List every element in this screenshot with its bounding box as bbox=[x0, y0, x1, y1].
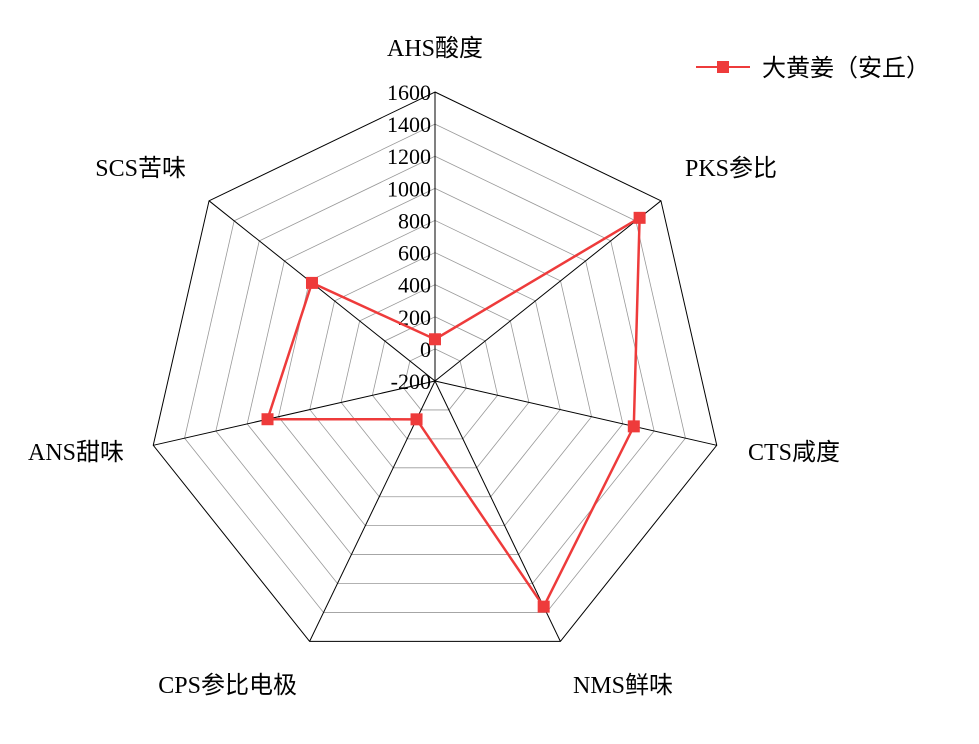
grid-ring bbox=[184, 123, 686, 613]
grid-ring bbox=[340, 284, 530, 469]
series-line bbox=[265, 215, 641, 610]
grid-ring bbox=[215, 155, 655, 584]
data-point bbox=[537, 600, 550, 613]
data-point bbox=[305, 276, 318, 289]
legend[interactable]: 大黄姜（安丘） bbox=[696, 55, 930, 82]
axis-label: SCS苦味 bbox=[95, 155, 186, 182]
tick-label: 1000 bbox=[387, 176, 431, 201]
tick-label: 800 bbox=[398, 208, 431, 233]
axis-spoke bbox=[208, 200, 436, 382]
axis-label: CPS参比电极 bbox=[158, 672, 297, 699]
data-point bbox=[261, 413, 274, 426]
axis-spoke bbox=[434, 380, 561, 642]
axis-label: AHS酸度 bbox=[387, 35, 483, 62]
legend-marker bbox=[717, 61, 729, 73]
tick-label: 1400 bbox=[387, 112, 431, 137]
tick-label: 600 bbox=[398, 241, 431, 266]
tick-label: 0 bbox=[420, 337, 431, 362]
axis-spoke bbox=[153, 380, 436, 446]
radar-spokes bbox=[153, 92, 717, 642]
data-point bbox=[429, 333, 441, 346]
data-point bbox=[410, 413, 423, 426]
data-point bbox=[627, 420, 640, 433]
axis-label: NMS鲜味 bbox=[573, 672, 673, 699]
data-point bbox=[633, 211, 646, 224]
axis-labels: AHS酸度 PKS参比 CTS咸度 NMS鲜味 CPS参比电极 ANS甜味 SCS苦味 bbox=[28, 35, 840, 699]
axis-spoke bbox=[434, 380, 717, 446]
tick-label: 1600 bbox=[387, 80, 431, 105]
radial-tick-labels: -200 0 200 400 600 800 1000 1200 1400 1600 bbox=[387, 80, 431, 394]
tick-label: 1200 bbox=[387, 144, 431, 169]
axis-label: CTS咸度 bbox=[748, 439, 840, 466]
axis-spoke bbox=[434, 200, 662, 382]
axis-label: PKS参比 bbox=[685, 155, 777, 182]
grid-ring bbox=[371, 316, 499, 440]
legend-label: 大黄姜（安丘） bbox=[762, 55, 930, 82]
grid-ring bbox=[152, 91, 718, 642]
series-group bbox=[261, 211, 646, 613]
radar-grid bbox=[152, 91, 718, 642]
grid-ring bbox=[246, 187, 624, 555]
axis-label: ANS甜味 bbox=[28, 439, 124, 466]
tick-label: -200 bbox=[391, 369, 431, 394]
grid-ring bbox=[403, 348, 467, 411]
tick-label: 400 bbox=[398, 273, 431, 298]
tick-label: 200 bbox=[398, 305, 431, 330]
grid-ring bbox=[309, 252, 561, 498]
